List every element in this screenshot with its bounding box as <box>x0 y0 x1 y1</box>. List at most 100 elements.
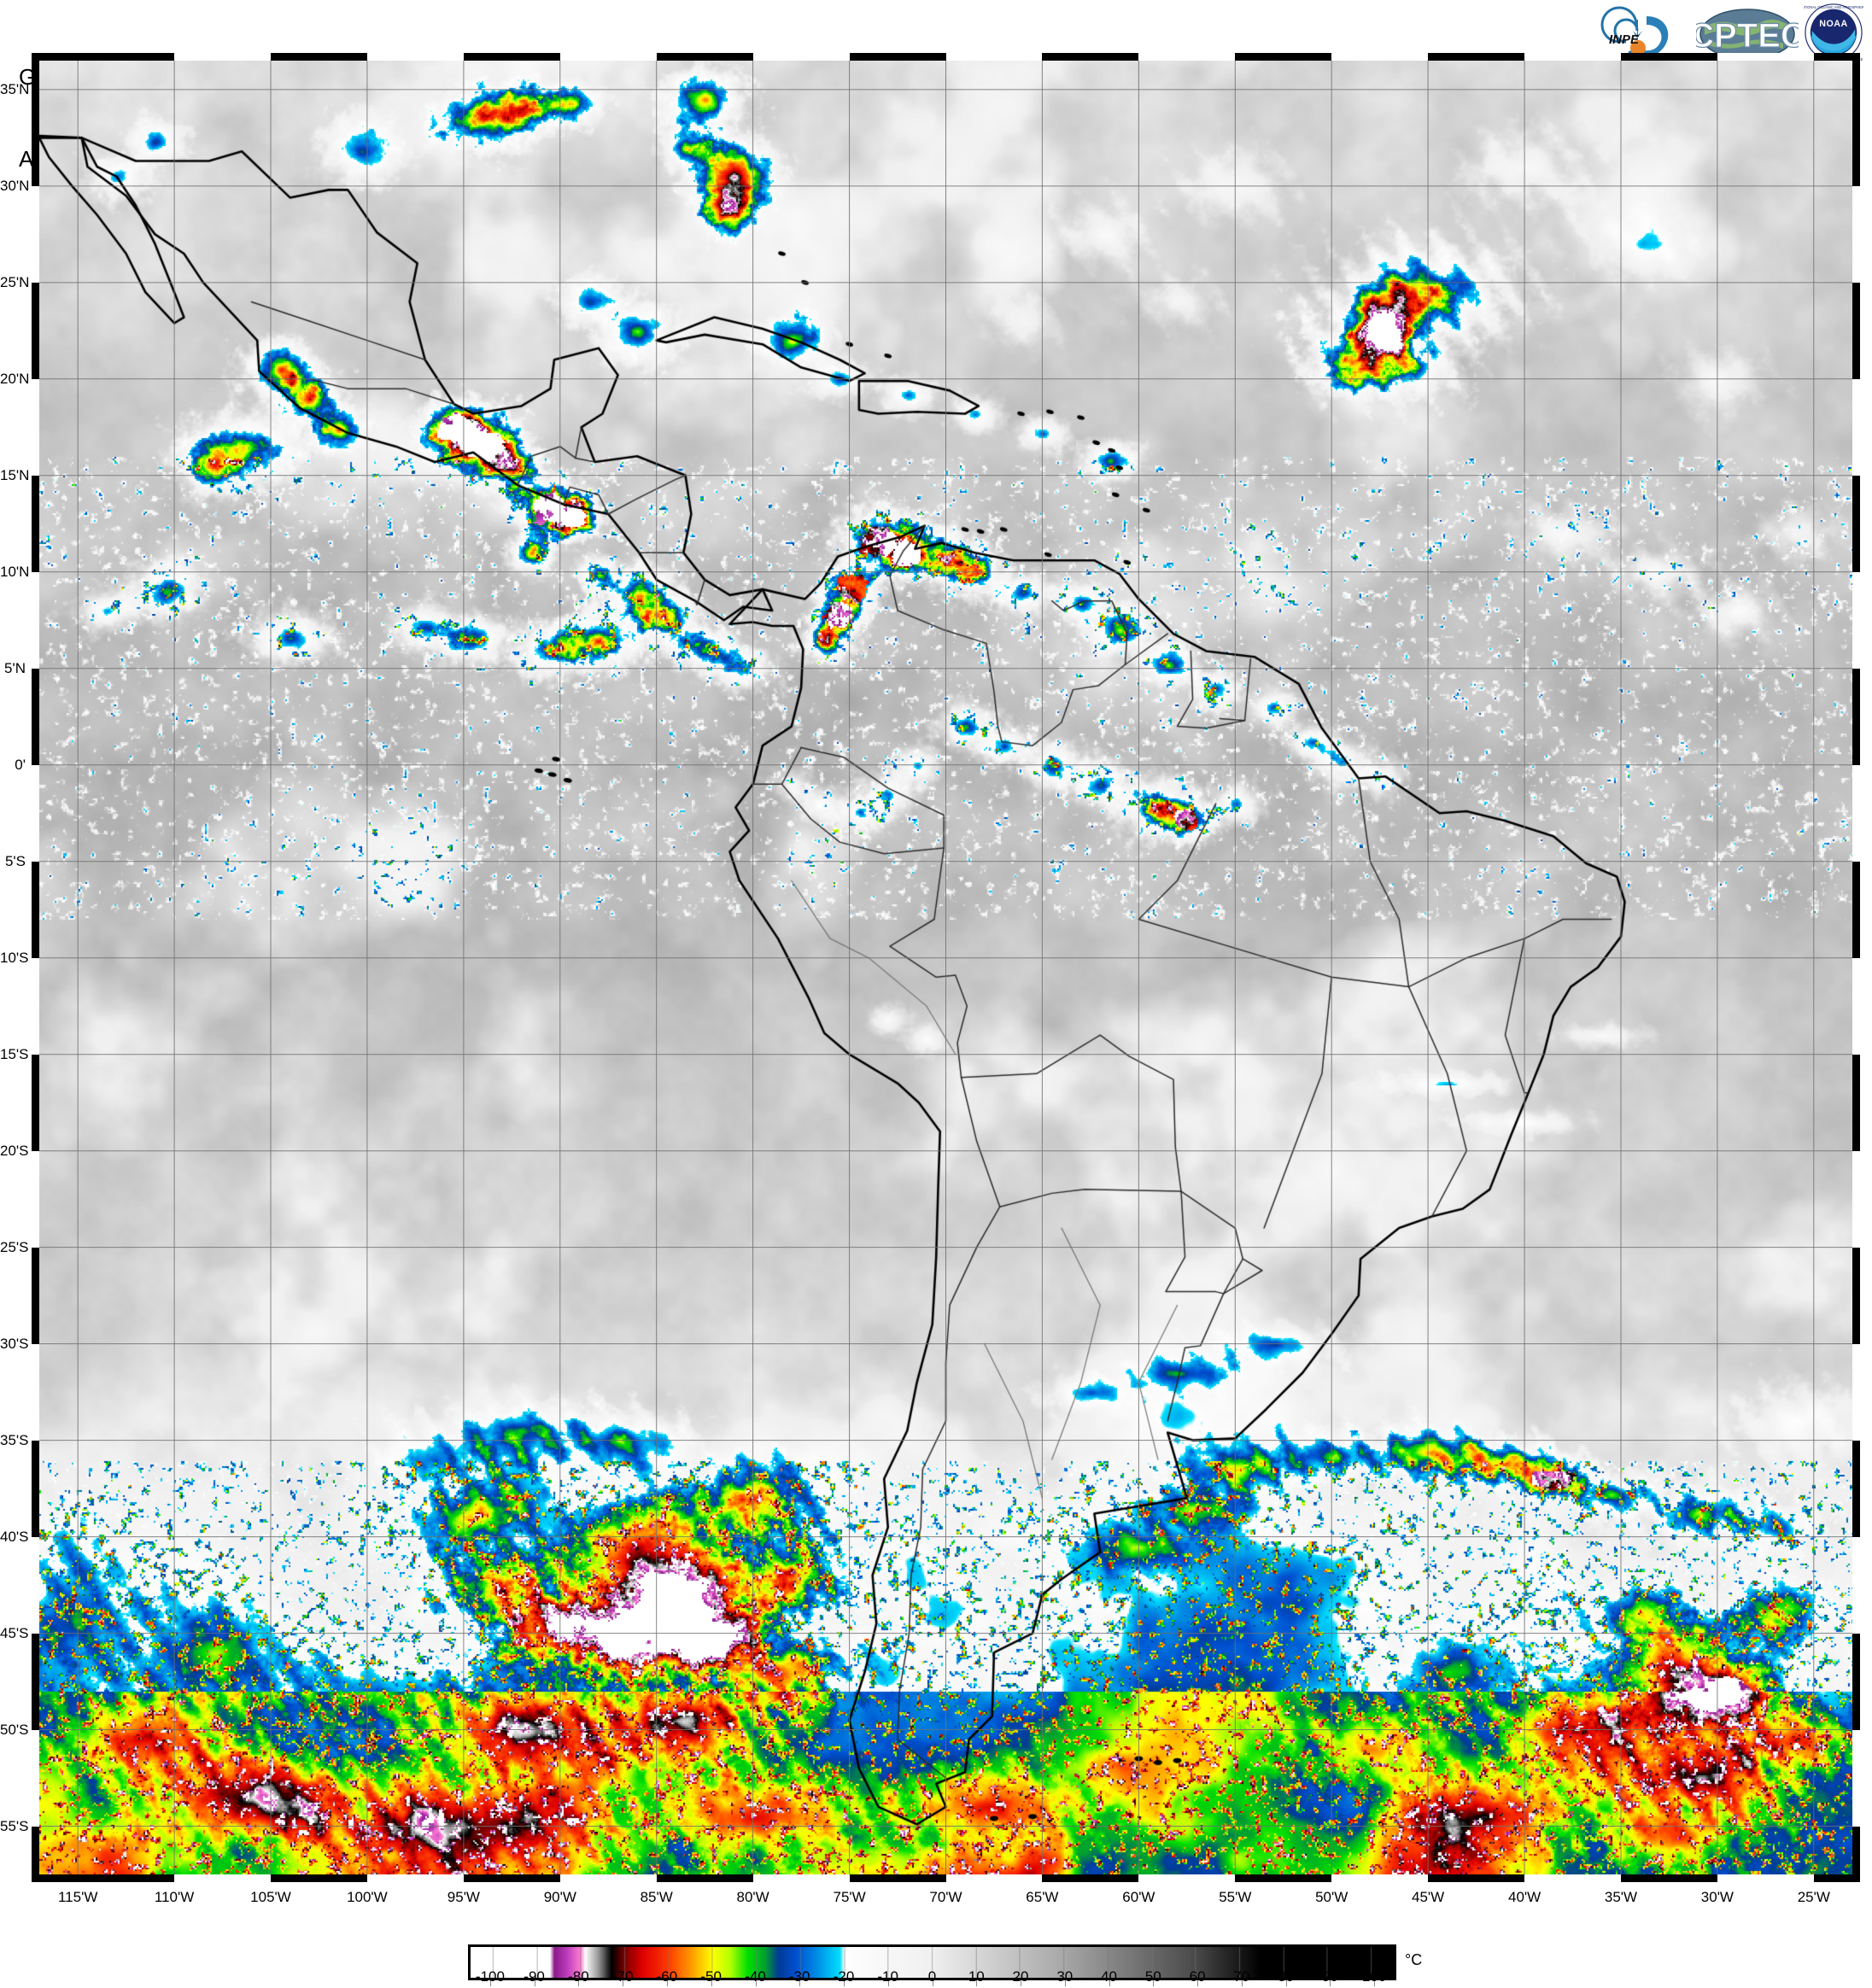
colorbar-tick <box>1197 1980 1199 1986</box>
lon-tick-block <box>1524 53 1621 61</box>
colorbar-tick-label: 100 <box>1361 1968 1387 1985</box>
lon-axis-label: 85'W <box>640 1889 673 1905</box>
lon-tick-block <box>366 53 464 61</box>
colorbar-tick-label: -100 <box>475 1968 505 1985</box>
lon-axis-label: 105'W <box>250 1889 291 1905</box>
colorbar-tick <box>489 1980 491 1986</box>
lon-tick-block <box>752 1874 850 1882</box>
lon-axis-label: 115'W <box>57 1889 98 1905</box>
colorbar-tick <box>799 1980 801 1986</box>
lat-tick-block <box>32 282 39 379</box>
lon-axis-label: 40'W <box>1507 1889 1541 1905</box>
lat-tick-block <box>1852 1729 1860 1827</box>
colorbar-tick-label: -30 <box>788 1968 810 1985</box>
lon-tick-block <box>559 1874 657 1882</box>
lon-axis-label: 30'W <box>1700 1889 1734 1905</box>
colorbar-gradient <box>468 1944 1396 1980</box>
lat-axis-label: 15'S <box>0 1045 29 1062</box>
lon-tick-block <box>656 53 753 61</box>
colorbar-tick-label: 80 <box>1278 1968 1295 1985</box>
lon-tick-block <box>559 53 657 61</box>
lon-tick-block <box>1524 1874 1621 1882</box>
lon-tick-block <box>1235 53 1332 61</box>
lat-tick-block <box>1852 89 1860 186</box>
lat-tick-block <box>32 1150 39 1248</box>
lon-axis-label: 35'W <box>1604 1889 1638 1905</box>
lat-axis-label: 0' <box>15 756 26 773</box>
lat-tick-block <box>32 861 39 958</box>
lon-axis-label: 55'W <box>1219 1889 1252 1905</box>
satellite-map[interactable] <box>32 53 1860 1882</box>
colorbar-tick-label: 60 <box>1189 1968 1206 1985</box>
lon-tick-block <box>174 53 271 61</box>
lat-tick-block <box>32 1343 39 1441</box>
lat-tick-block <box>32 1729 39 1827</box>
lat-axis-label: 55'S <box>0 1817 29 1834</box>
lon-tick-block <box>1717 53 1814 61</box>
lon-tick-block <box>174 1874 271 1882</box>
colorbar-tick-label: -80 <box>568 1968 589 1985</box>
colorbar-tick <box>844 1980 845 1986</box>
lon-tick-block <box>1428 53 1525 61</box>
lon-tick-block <box>463 1874 560 1882</box>
lat-tick-block <box>1852 282 1860 379</box>
lon-axis-label: 110'W <box>154 1889 195 1905</box>
lon-tick-block <box>1428 1874 1525 1882</box>
lon-tick-block <box>945 1874 1043 1882</box>
lat-tick-block <box>1852 475 1860 572</box>
lat-tick-block <box>1852 1633 1860 1730</box>
lon-tick-block <box>752 53 850 61</box>
colorbar-tick-label: 40 <box>1101 1968 1117 1985</box>
lat-tick-block <box>32 571 39 669</box>
colorbar-tick-label: -40 <box>745 1968 766 1985</box>
colorbar-tick <box>1374 1980 1376 1986</box>
lat-tick-block <box>1852 1440 1860 1537</box>
lon-tick-block <box>78 53 175 61</box>
lon-tick-block <box>1717 1874 1814 1882</box>
colorbar-tick-label: 90 <box>1321 1968 1338 1985</box>
colorbar-tick <box>711 1980 712 1986</box>
lat-axis-label: 35'S <box>0 1431 29 1448</box>
svg-text:NATIONAL OCEANIC AND ATMOSPHER: NATIONAL OCEANIC AND ATMOSPHERIC <box>1804 5 1863 9</box>
logo-bar: INPE CPTEC NOAA NATIONAL OCEANIC AND ATM… <box>1597 2 1863 63</box>
lat-tick-block <box>32 378 39 476</box>
lat-axis-label: 20'S <box>0 1142 29 1159</box>
lat-axis-label: 15'N <box>0 466 30 483</box>
lat-axis-label: 35'N <box>0 80 30 97</box>
lat-tick-block <box>1852 957 1860 1055</box>
colorbar-tick <box>976 1980 978 1986</box>
lat-tick-block <box>32 957 39 1055</box>
lat-tick-block <box>1852 1247 1860 1344</box>
lon-axis-label: 75'W <box>833 1889 866 1905</box>
lon-axis-label: 45'W <box>1411 1889 1445 1905</box>
lat-tick-block <box>1852 1054 1860 1151</box>
lat-tick-block <box>1852 185 1860 283</box>
colorbar-tick-label: 70 <box>1233 1968 1250 1985</box>
lon-tick-block <box>1331 53 1429 61</box>
lat-tick-block <box>32 1633 39 1730</box>
lat-tick-block <box>32 1247 39 1344</box>
svg-text:NOAA: NOAA <box>1819 19 1847 29</box>
colorbar-tick-label: -70 <box>611 1968 634 1985</box>
colorbar-tick <box>666 1980 668 1986</box>
colorbar-tick-label: -10 <box>877 1968 898 1985</box>
lat-axis-label: 20'N <box>0 370 30 387</box>
lat-tick-block <box>32 89 39 186</box>
colorbar-tick-label: 50 <box>1144 1968 1161 1985</box>
lon-tick-block <box>271 1874 367 1882</box>
colorbar-tick <box>578 1980 580 1986</box>
lon-tick-block <box>1138 53 1236 61</box>
lon-tick-block <box>366 1874 464 1882</box>
lat-tick-block <box>1852 1343 1860 1441</box>
lon-axis-label: 80'W <box>736 1889 769 1905</box>
lat-axis-label: 10'N <box>0 563 30 580</box>
lat-axis-label: 30'S <box>0 1335 29 1352</box>
lon-tick-block <box>945 53 1043 61</box>
colorbar-tick-label: -90 <box>524 1968 545 1985</box>
lat-axis-label: 45'S <box>0 1624 29 1641</box>
lat-tick-block <box>32 764 39 862</box>
colorbar-tick-label: -20 <box>833 1968 855 1985</box>
svg-text:CPTEC: CPTEC <box>1696 17 1799 55</box>
lon-axis-label: 70'W <box>929 1889 962 1905</box>
lat-tick-block <box>1852 378 1860 476</box>
